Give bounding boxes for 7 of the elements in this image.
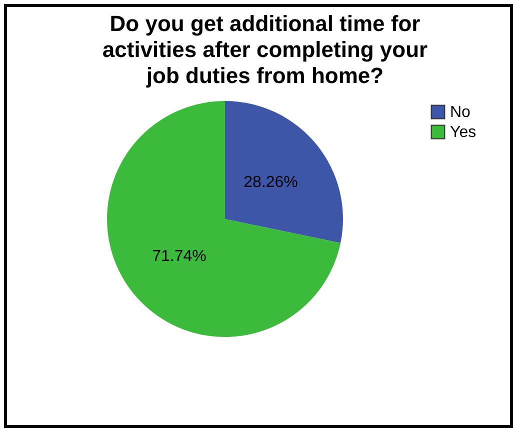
data-label: 71.74%: [152, 248, 206, 266]
pie-slice: [107, 101, 341, 337]
data-label: 28.26%: [244, 174, 298, 191]
legend-label: No: [450, 104, 471, 121]
chart-title: Do you get additional time for activities after completing your job duties from home?: [102, 11, 428, 88]
pie-slice: [225, 101, 343, 243]
legend-label: Yes: [450, 124, 476, 141]
